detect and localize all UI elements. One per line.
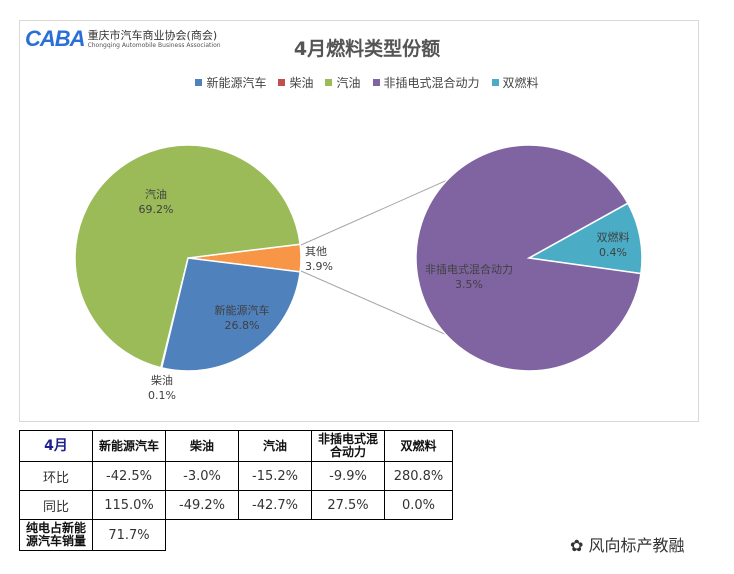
slice-name-label: 新能源汽车 (215, 303, 270, 317)
column-header: 新能源汽车 (92, 430, 166, 462)
legend-item: 汽油 (325, 74, 361, 91)
chart-title: 4月燃料类型份额 (293, 38, 441, 60)
legend-label: 新能源汽车 (206, 76, 267, 90)
table-cell: 280.8% (384, 461, 453, 491)
legend-label: 汽油 (336, 76, 361, 90)
legend-label: 非插电式混合动力 (383, 76, 480, 90)
legend-item: 柴油 (278, 74, 313, 91)
legend-swatch (372, 79, 380, 86)
slice-name-label: 汽油 (145, 187, 167, 201)
slice-name-label: 柴油 (151, 373, 173, 387)
logo-mark: CABA (25, 26, 86, 51)
table-cell: -9.9% (311, 461, 385, 491)
slice-name-label: 双燃料 (597, 230, 630, 244)
slice-value-label: 26.8% (225, 319, 260, 332)
pie-charts: 其他 3.9% 新能源汽车 26.8% 柴油 0.1% 汽油 69.2% 双燃料 0.4% 非插电式… (74, 144, 643, 402)
table-cell: 27.5% (311, 490, 385, 520)
legend-label: 双燃料 (502, 76, 539, 90)
legend-label: 柴油 (289, 76, 314, 90)
legend-swatch (325, 79, 333, 86)
pie-slice (74, 144, 301, 369)
logo: CABA 重庆市汽车商业协会(商会) Chongqing Automobile … (25, 26, 221, 52)
logo-name-cn: 重庆市汽车商业协会(商会) (87, 28, 218, 42)
slice-name-label: 非插电式混合动力 (425, 262, 513, 276)
ev-share-label: 纯电占新能源汽车销量 (19, 519, 93, 551)
legend-swatch (278, 79, 286, 86)
column-header: 4月 (19, 430, 93, 462)
column-header: 柴油 (165, 430, 239, 462)
legend-item: 双燃料 (491, 74, 539, 91)
table-cell: 115.0% (92, 490, 166, 520)
slice-value-label: 69.2% (139, 203, 174, 216)
slice-value-label: 0.4% (599, 246, 627, 259)
table-cell: 0.0% (384, 490, 453, 520)
row-header: 同比 (19, 490, 93, 520)
legend-swatch (491, 79, 499, 86)
pie-slice (526, 202, 643, 275)
table-row: 纯电占新能源汽车销量 71.7% (19, 519, 453, 551)
table-row: 同比 115.0% -49.2% -42.7% 27.5% 0.0% (19, 490, 453, 520)
table-cell: -42.7% (238, 490, 312, 520)
logo-name-en: Chongqing Automobile Business Associatio… (87, 41, 221, 49)
stats-table: 4月 新能源汽车 柴油 汽油 非插电式混合动力 双燃料 环比 -42.5% -3.0% -15.… (19, 430, 453, 551)
slice-name-label: 其他 (305, 245, 327, 258)
table-cell: -15.2% (238, 461, 312, 491)
pie-slice (415, 144, 642, 372)
table-row: 环比 -42.5% -3.0% -15.2% -9.9% 280.8% (19, 461, 453, 491)
ev-share-value: 71.7% (92, 519, 166, 551)
watermark: ✿ 风向标产教融 (570, 536, 685, 555)
chart-frame (19, 20, 699, 422)
legend-item: 新能源汽车 (195, 74, 266, 91)
column-header: 汽油 (238, 430, 312, 462)
row-header: 环比 (19, 461, 93, 491)
legend-item: 非插电式混合动力 (372, 74, 480, 91)
table-cell: -3.0% (165, 461, 239, 491)
slice-value-label: 3.9% (305, 260, 333, 273)
watermark-text: 风向标产教融 (588, 536, 685, 555)
table-cell: -49.2% (165, 490, 239, 520)
table-cell: -42.5% (92, 461, 166, 491)
slice-value-label: 3.5% (455, 278, 483, 291)
column-header: 非插电式混合动力 (311, 430, 385, 462)
legend-swatch (195, 79, 203, 86)
column-header: 双燃料 (384, 430, 453, 462)
legend: 新能源汽车 柴油 汽油 非插电式混合动力 双燃料 (0, 74, 734, 91)
slice-value-label: 0.1% (148, 389, 176, 402)
pie-slice (160, 257, 301, 372)
